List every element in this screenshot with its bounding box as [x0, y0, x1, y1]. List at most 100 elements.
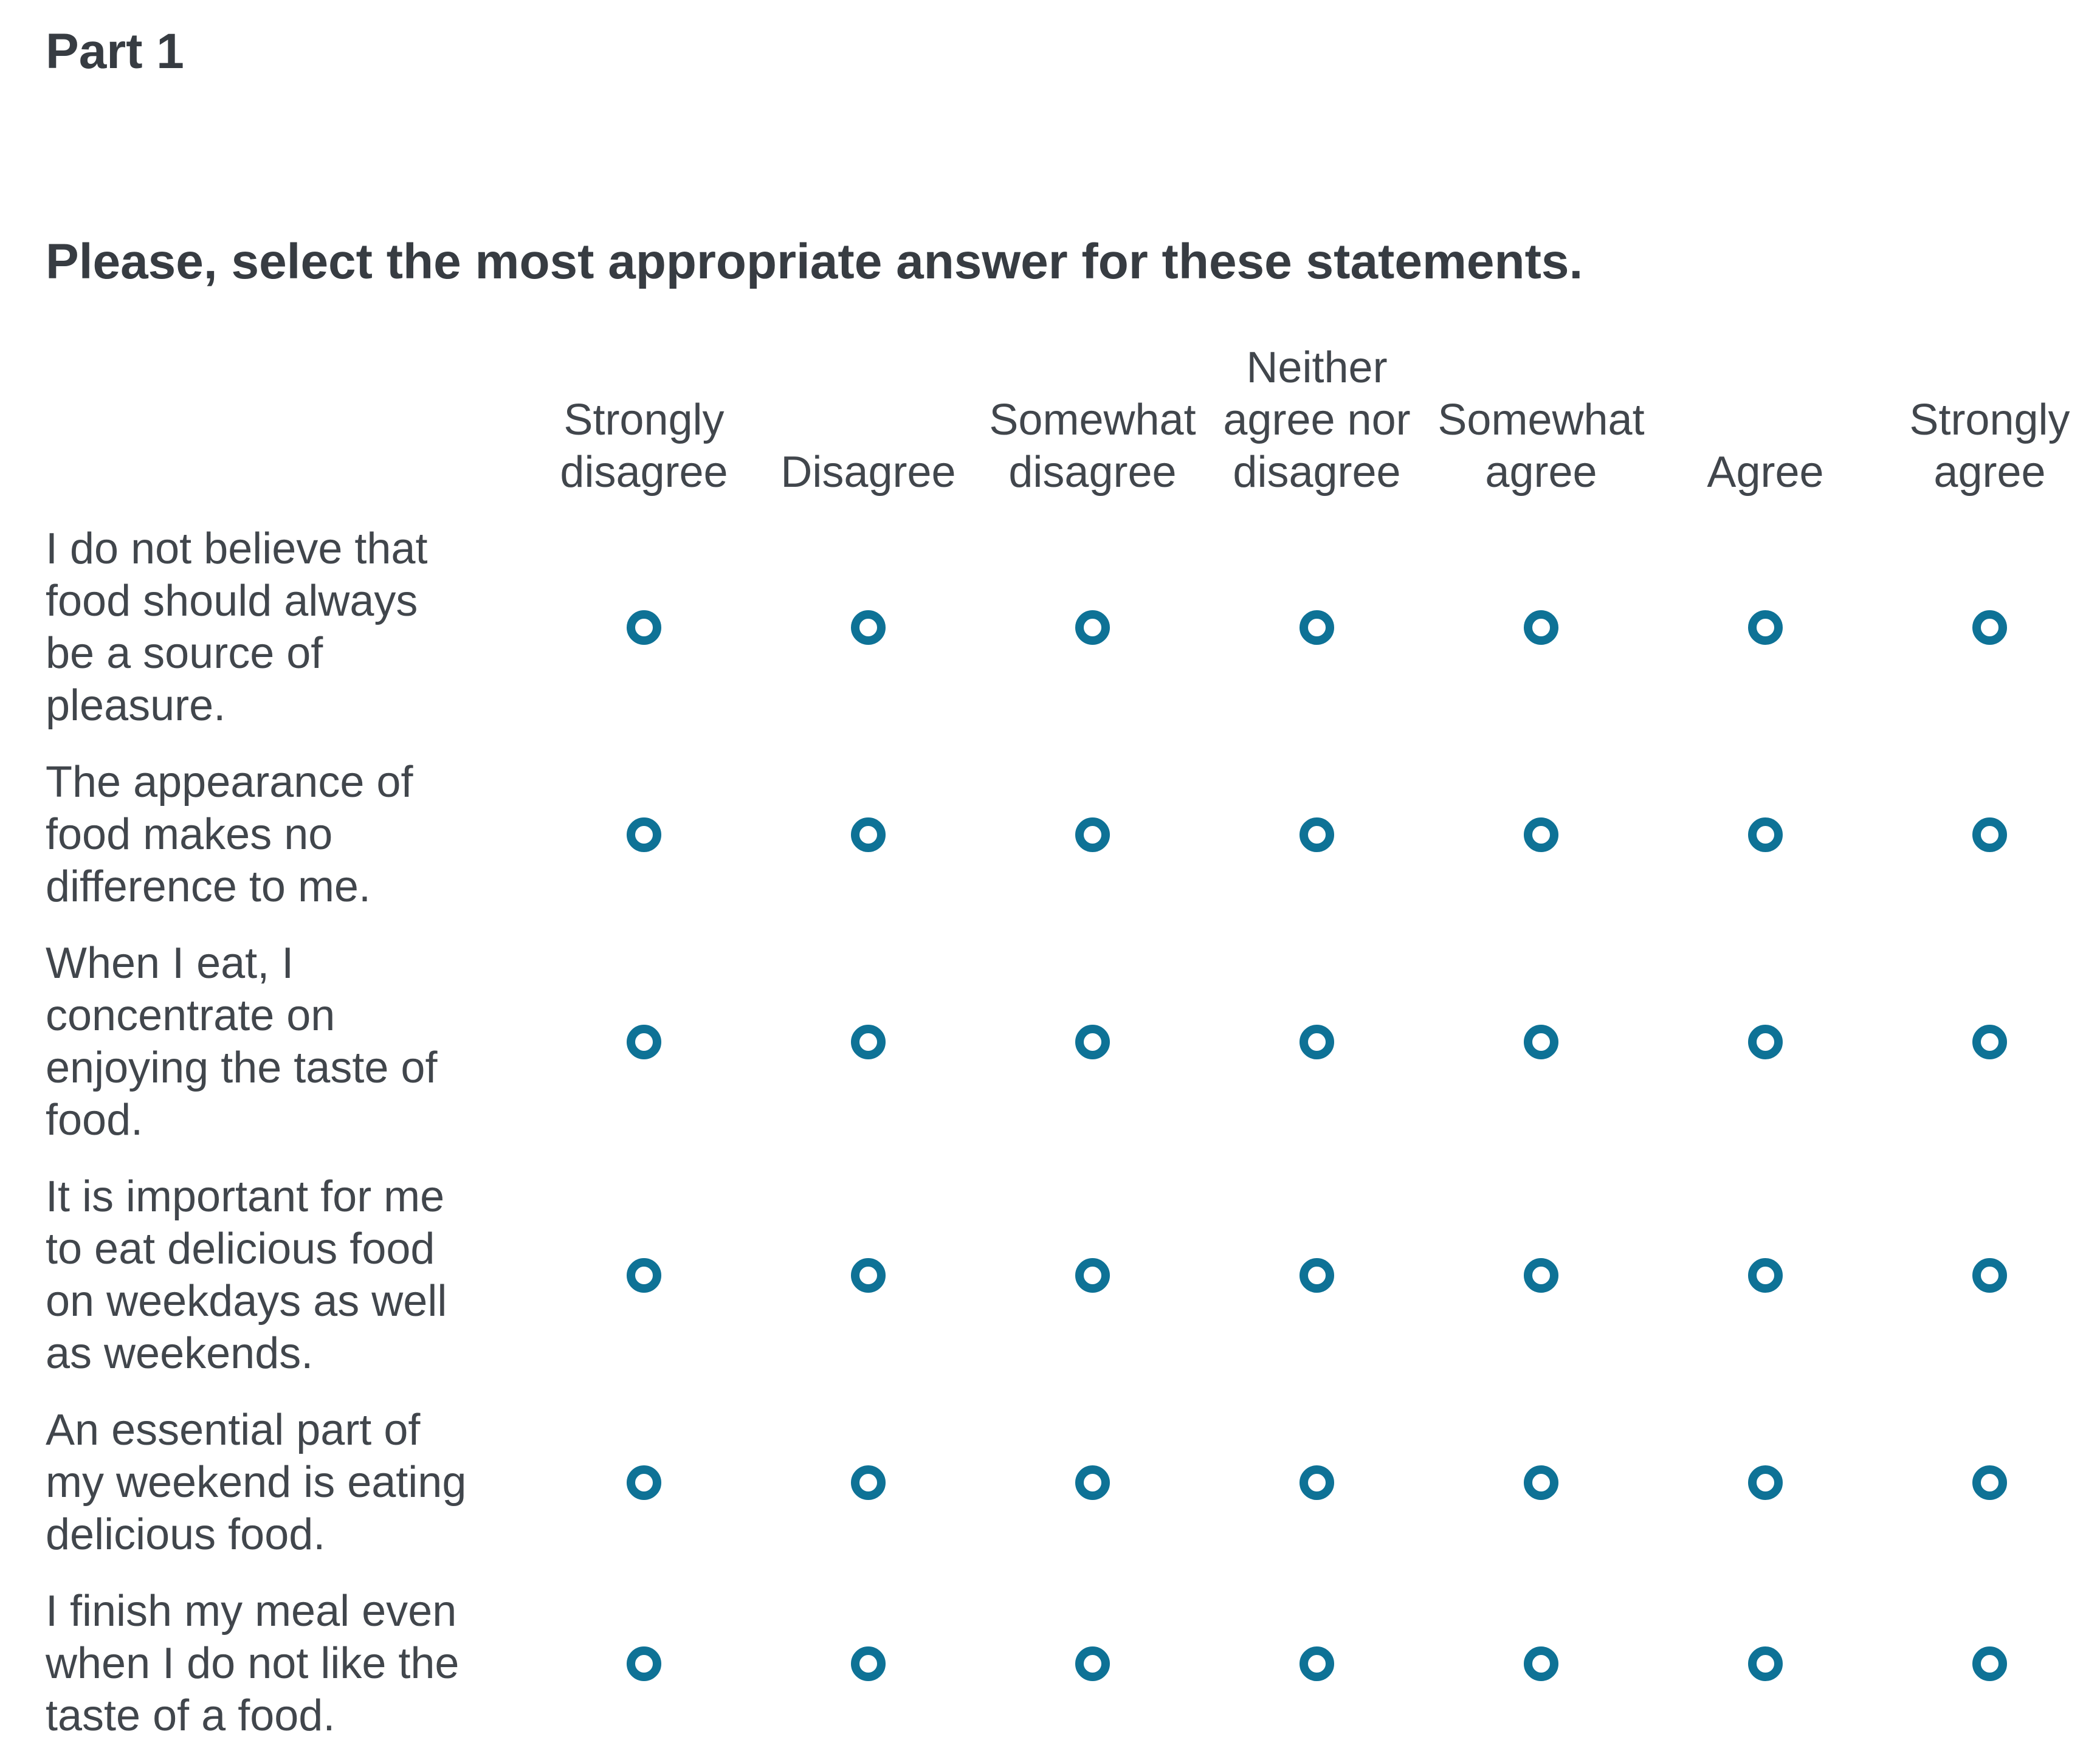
column-header-agree: Agree [1707, 448, 1824, 497]
radio-button-row5-somewhat-agree[interactable] [1524, 1465, 1558, 1500]
radio-cell [980, 523, 1205, 732]
likert-matrix: Strongly disagree Disagree Somewhat disa… [46, 342, 2100, 1742]
radio-button-row1-agree[interactable] [1748, 610, 1783, 645]
statement-row-3: When I eat, I concentrate on enjoying th… [46, 939, 438, 1144]
radio-cell [1429, 1404, 1653, 1561]
radio-cell [1205, 1171, 1429, 1380]
radio-button-row6-disagree[interactable] [851, 1646, 886, 1681]
radio-cell [756, 523, 980, 732]
radio-button-row5-disagree[interactable] [851, 1465, 886, 1500]
radio-cell [980, 1585, 1205, 1742]
radio-button-row3-agree[interactable] [1748, 1024, 1783, 1059]
radio-cell [1653, 1404, 1878, 1561]
radio-button-row2-strongly-agree[interactable] [1972, 817, 2007, 852]
radio-cell [1429, 756, 1653, 913]
statement-row-5: An essential part of my weekend is eatin… [46, 1406, 467, 1559]
radio-button-row3-somewhat-disagree[interactable] [1075, 1024, 1110, 1059]
statement-row-1: I do not believe that food should always… [46, 525, 428, 730]
radio-button-row3-strongly-disagree[interactable] [627, 1024, 661, 1059]
radio-cell [756, 756, 980, 913]
radio-button-row2-somewhat-agree[interactable] [1524, 817, 1558, 852]
radio-cell [1205, 1404, 1429, 1561]
radio-button-row6-neither[interactable] [1300, 1646, 1334, 1681]
radio-button-row4-neither[interactable] [1300, 1257, 1334, 1293]
radio-button-row3-somewhat-agree[interactable] [1524, 1024, 1558, 1059]
column-header-strongly-disagree: Strongly disagree [560, 396, 728, 497]
column-header-somewhat-agree: Somewhat agree [1437, 396, 1645, 497]
radio-button-row1-strongly-agree[interactable] [1972, 610, 2007, 645]
radio-button-row1-disagree[interactable] [851, 610, 886, 645]
statement-row-6: I finish my meal even when I do not like… [46, 1587, 460, 1740]
radio-button-row3-disagree[interactable] [851, 1024, 886, 1059]
radio-cell [532, 1585, 756, 1742]
radio-button-row5-neither[interactable] [1300, 1465, 1334, 1500]
radio-button-row6-strongly-disagree[interactable] [627, 1646, 661, 1681]
radio-cell [980, 1404, 1205, 1561]
statement-row-2: The appearance of food makes no differen… [46, 758, 413, 911]
radio-button-row5-somewhat-disagree[interactable] [1075, 1465, 1110, 1500]
radio-cell [1653, 523, 1878, 732]
page-title: Part 1 [46, 24, 184, 79]
instruction-text: Please, select the most appropriate answ… [46, 234, 1583, 289]
radio-button-row3-neither[interactable] [1300, 1024, 1334, 1059]
radio-button-row2-agree[interactable] [1748, 817, 1783, 852]
radio-cell [1205, 756, 1429, 913]
radio-cell [1653, 937, 1878, 1146]
radio-button-row4-somewhat-agree[interactable] [1524, 1257, 1558, 1293]
radio-button-row5-agree[interactable] [1748, 1465, 1783, 1500]
column-header-disagree: Disagree [780, 448, 956, 497]
radio-button-row6-strongly-agree[interactable] [1972, 1646, 2007, 1681]
radio-cell [1429, 523, 1653, 732]
radio-cell [1878, 756, 2100, 913]
radio-cell [980, 756, 1205, 913]
radio-button-row2-strongly-disagree[interactable] [627, 817, 661, 852]
radio-button-row4-somewhat-disagree[interactable] [1075, 1257, 1110, 1293]
radio-button-row5-strongly-disagree[interactable] [627, 1465, 661, 1500]
radio-cell [532, 1171, 756, 1380]
radio-cell [756, 1404, 980, 1561]
column-header-neither: Neither agree nor disagree [1223, 343, 1411, 497]
radio-cell [1429, 1171, 1653, 1380]
radio-cell [1205, 937, 1429, 1146]
radio-cell [1878, 1404, 2100, 1561]
radio-cell [980, 1171, 1205, 1380]
radio-button-row4-disagree[interactable] [851, 1257, 886, 1293]
radio-button-row5-strongly-agree[interactable] [1972, 1465, 2007, 1500]
radio-cell [532, 523, 756, 732]
statement-row-4: It is important for me to eat delicious … [46, 1172, 447, 1378]
radio-cell [532, 1404, 756, 1561]
header-spacer [46, 342, 532, 498]
radio-button-row1-somewhat-agree[interactable] [1524, 610, 1558, 645]
radio-button-row4-agree[interactable] [1748, 1257, 1783, 1293]
column-header-strongly-agree: Strongly agree [1909, 396, 2070, 497]
radio-button-row6-agree[interactable] [1748, 1646, 1783, 1681]
radio-cell [1878, 523, 2100, 732]
radio-cell [532, 937, 756, 1146]
radio-button-row2-somewhat-disagree[interactable] [1075, 817, 1110, 852]
radio-button-row2-neither[interactable] [1300, 817, 1334, 852]
radio-button-row4-strongly-agree[interactable] [1972, 1257, 2007, 1293]
radio-button-row3-strongly-agree[interactable] [1972, 1024, 2007, 1059]
radio-button-row6-somewhat-disagree[interactable] [1075, 1646, 1110, 1681]
radio-cell [980, 937, 1205, 1146]
radio-cell [1878, 937, 2100, 1146]
column-header-somewhat-disagree: Somewhat disagree [989, 396, 1196, 497]
radio-button-row1-neither[interactable] [1300, 610, 1334, 645]
radio-button-row2-disagree[interactable] [851, 817, 886, 852]
radio-button-row1-strongly-disagree[interactable] [627, 610, 661, 645]
radio-cell [1205, 523, 1429, 732]
radio-cell [1878, 1171, 2100, 1380]
radio-cell [1205, 1585, 1429, 1742]
radio-cell [756, 1585, 980, 1742]
radio-button-row6-somewhat-agree[interactable] [1524, 1646, 1558, 1681]
radio-button-row1-somewhat-disagree[interactable] [1075, 610, 1110, 645]
radio-cell [1653, 756, 1878, 913]
radio-cell [532, 756, 756, 913]
radio-cell [1878, 1585, 2100, 1742]
radio-cell [1429, 937, 1653, 1146]
radio-button-row4-strongly-disagree[interactable] [627, 1257, 661, 1293]
radio-cell [1653, 1171, 1878, 1380]
radio-cell [756, 1171, 980, 1380]
radio-cell [756, 937, 980, 1146]
